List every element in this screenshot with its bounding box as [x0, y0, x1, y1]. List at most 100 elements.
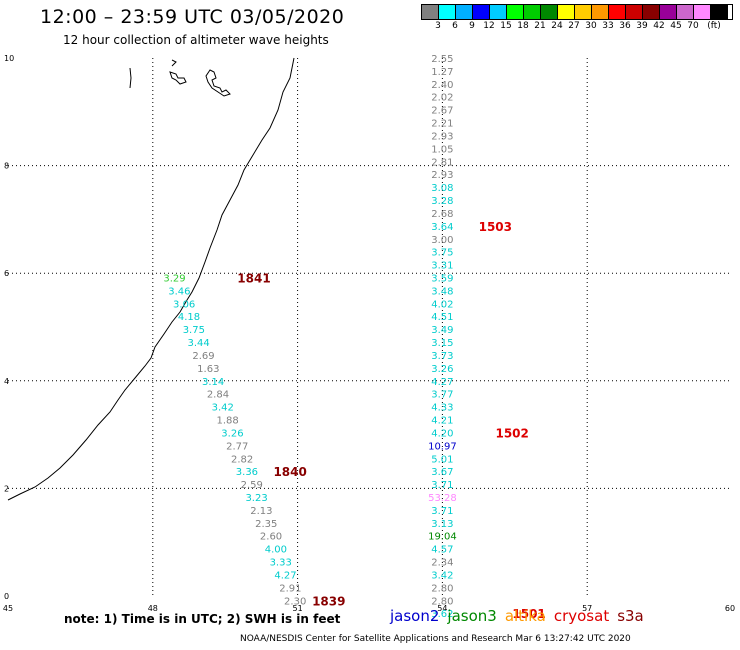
y-tick-label: 2: [4, 484, 9, 493]
wave-height-value: 3.49: [431, 325, 453, 336]
axis-tick-labels: 45 48 51 54 57 60 0 2 4 6 8 10: [3, 54, 735, 613]
satellite-name: s3a: [617, 607, 644, 625]
wave-height-value: 3.36: [236, 467, 258, 478]
map-title: 12:00 – 23:59 UTC 03/05/2020: [40, 6, 345, 28]
satellite-name: altika: [504, 607, 546, 625]
wave-height-observations: 2.551.272.402.022.672.212.931.052.812.93…: [163, 54, 456, 620]
legend-swatch: [643, 5, 660, 19]
island-1: [129, 67, 132, 89]
wave-height-value: 3.75: [183, 325, 205, 336]
wave-height-value: 3.42: [431, 570, 453, 581]
wave-height-value: 2.13: [250, 506, 272, 517]
y-tick-label: 6: [4, 269, 9, 278]
wave-height-value: 4.33: [431, 403, 453, 414]
legend-label: 3: [435, 21, 441, 31]
wave-height-value: 3.77: [431, 390, 453, 401]
wave-height-value: 3.33: [270, 558, 292, 569]
coastline-path: [7, 57, 295, 501]
legend-label: 33: [602, 21, 614, 31]
legend-label: 24: [551, 21, 563, 31]
x-tick-label: 60: [725, 604, 735, 613]
legend-swatch: [677, 5, 694, 19]
pass-time-label: 1503: [479, 220, 512, 234]
wave-height-value: 3.67: [431, 467, 453, 478]
legend-label: 9: [469, 21, 475, 31]
wave-height-value: 2.77: [226, 441, 248, 452]
satellite-key: jason2 jason3 altika cryosat s3a: [390, 607, 652, 625]
satellite-name: jason2: [390, 607, 440, 625]
x-tick-label: 57: [582, 604, 592, 613]
wave-height-value: 2.35: [255, 519, 277, 530]
wave-height-value: 2.81: [431, 157, 453, 168]
wave-height-value: 3.13: [431, 519, 453, 530]
legend-swatch: [524, 5, 541, 19]
wave-height-value: 3.23: [245, 493, 267, 504]
wave-height-value: 3.00: [431, 235, 453, 246]
wave-height-value: 4.18: [178, 312, 200, 323]
island-2: [169, 59, 187, 85]
x-tick-label: 48: [148, 604, 158, 613]
wave-height-value: 4.27: [431, 377, 453, 388]
wave-height-value: 2.93: [431, 170, 453, 181]
legend-labels: 3 6 9 12 15 18 21 24 27 30 33 36 39 42 45 70 (ft): [421, 20, 733, 32]
wave-height-value: 3.44: [188, 338, 210, 349]
wave-height-value: 2.80: [431, 596, 453, 607]
wave-height-value: 19.04: [428, 532, 457, 543]
legend-swatch: [456, 5, 473, 19]
wave-height-value: 4.20: [431, 428, 453, 439]
legend-swatch: [575, 5, 592, 19]
color-legend: 3 6 9 12 15 18 21 24 27 30 33 36 39 42 45 70 (ft): [421, 4, 733, 32]
wave-height-value: 4.02: [431, 299, 453, 310]
wave-height-value: 2.93: [431, 131, 453, 142]
footnote: note: 1) Time is in UTC; 2) SWH is in fe…: [64, 612, 341, 626]
pass-time-label: 1840: [273, 465, 306, 479]
x-tick-label: 45: [3, 604, 13, 613]
wave-height-value: 2.21: [431, 119, 453, 130]
legend-label: 30: [585, 21, 597, 31]
legend-label: 12: [483, 21, 495, 31]
legend-swatch: [626, 5, 643, 19]
wave-height-value: 4.00: [265, 545, 287, 556]
legend-label: 15: [500, 21, 512, 31]
legend-swatch: [541, 5, 558, 19]
wave-height-value: 3.75: [431, 248, 453, 259]
wave-height-value: 1.27: [431, 67, 453, 78]
wave-height-value: 2.02: [431, 93, 453, 104]
wave-height-value: 1.88: [216, 416, 238, 427]
wave-height-value: 2.40: [431, 80, 453, 91]
y-tick-label: 4: [4, 377, 9, 386]
wave-height-value: 2.55: [431, 54, 453, 65]
pass-time-label: 1839: [312, 594, 345, 608]
wave-height-value: 2.67: [431, 106, 453, 117]
wave-height-value: 3.26: [221, 428, 243, 439]
wave-height-value: 3.46: [168, 286, 190, 297]
grid-lines: [8, 58, 732, 596]
wave-height-value: 2.59: [241, 480, 263, 491]
wave-height-value: 2.34: [431, 558, 453, 569]
legend-label: 21: [534, 21, 546, 31]
wave-height-value: 3.62: [431, 609, 453, 620]
legend-label: 27: [568, 21, 580, 31]
wave-height-value: 3.42: [212, 403, 234, 414]
legend-swatch: [507, 5, 524, 19]
wave-height-value: 3.71: [431, 480, 453, 491]
wave-height-value: 4.57: [431, 545, 453, 556]
legend-label: 70: [687, 21, 699, 31]
wave-height-value: 2.80: [431, 583, 453, 594]
legend-label: 36: [619, 21, 631, 31]
wave-height-value: 5.01: [431, 454, 453, 465]
legend-label: 42: [653, 21, 665, 31]
wave-height-value: 2.68: [431, 209, 453, 220]
wave-height-value: 1.63: [197, 364, 219, 375]
satellite-name: jason3: [447, 607, 497, 625]
legend-label: 39: [636, 21, 648, 31]
legend-label: (ft): [707, 21, 721, 31]
legend-swatch: [558, 5, 575, 19]
wave-height-value: 10.97: [428, 441, 457, 452]
wave-height-value: 3.26: [431, 364, 453, 375]
legend-swatch: [711, 5, 728, 19]
legend-swatch: [490, 5, 507, 19]
credit-line: NOAA/NESDIS Center for Satellite Applica…: [240, 634, 631, 644]
coastline: [7, 57, 295, 501]
legend-swatch: [473, 5, 490, 19]
